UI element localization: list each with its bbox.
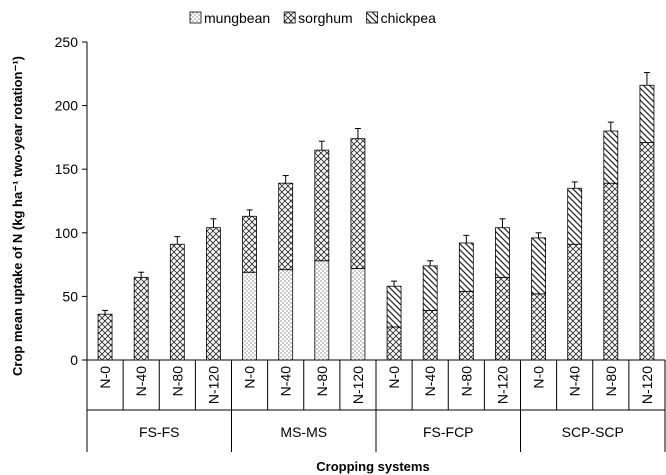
bar-chickpea [386, 285, 402, 328]
y-tick-label: 150 [55, 161, 79, 177]
bar-chickpea [422, 265, 438, 311]
bar-sorghum [531, 293, 546, 361]
bar-sorghum [567, 243, 583, 361]
x-tick-label: N-80 [603, 366, 619, 397]
bar-sorghum [639, 142, 655, 361]
bar-sorghum [603, 182, 619, 361]
bar-sorghum [422, 309, 438, 361]
bar-sorghum [133, 276, 149, 361]
x-tick-label: N-40 [278, 366, 294, 397]
x-group-label: MS-MS [280, 424, 327, 440]
legend-swatch-chickpea [366, 11, 379, 24]
y-tick-label: 100 [55, 225, 79, 241]
x-tick-label: N-0 [386, 366, 402, 389]
x-tick-label: N-120 [494, 366, 510, 404]
x-axis: N-0 N-40 N-80 N-120 N-0 N-40 N-80 N-120 N-0 N-40 N… [86, 360, 666, 452]
bar-chickpea [458, 242, 474, 292]
bar-chickpea [639, 84, 655, 143]
bar-chickpea [495, 227, 510, 278]
x-tick-label: N-80 [314, 366, 330, 397]
legend-label-sorghum: sorghum [298, 10, 352, 26]
bar-mungbean [278, 269, 294, 361]
bar-mungbean [314, 260, 330, 361]
x-group-label: FS-FCP [423, 424, 474, 440]
x-tick-label: N-40 [133, 366, 149, 397]
bar-sorghum [350, 138, 366, 269]
x-group-label: FS-FS [139, 424, 179, 440]
legend-label-chickpea: chickpea [381, 10, 436, 26]
x-tick-label: N-80 [458, 366, 474, 397]
x-tick-label: N-120 [350, 366, 366, 404]
x-axis-title: Cropping systems [316, 459, 429, 474]
bar-sorghum [314, 149, 330, 262]
bar-sorghum [278, 182, 294, 271]
bar-sorghum [242, 215, 257, 273]
bar-chickpea [567, 187, 583, 245]
legend-label-mungbean: mungbean [204, 10, 270, 26]
bar-chickpea [603, 130, 619, 184]
x-tick-label: N-40 [567, 366, 583, 397]
x-tick-label: N-120 [205, 366, 221, 404]
bar-sorghum [97, 313, 113, 361]
bar-mungbean [242, 271, 257, 361]
x-tick-label: N-0 [97, 366, 113, 389]
y-tick-label: 250 [55, 34, 79, 50]
y-tick-label: 50 [62, 288, 78, 304]
y-axis-title: Crop mean uptake of N (kg ha⁻¹ two-year … [10, 56, 25, 376]
x-tick-label: N-120 [639, 366, 655, 404]
bar-sorghum [458, 290, 474, 361]
y-tick-label: 200 [55, 98, 79, 114]
x-tick-label: N-0 [242, 366, 258, 389]
bar-sorghum [169, 243, 185, 361]
y-tick-label: 0 [70, 352, 78, 368]
bar-mungbean [350, 268, 366, 361]
legend-swatch-sorghum [283, 11, 296, 24]
x-tick-label: N-80 [169, 366, 185, 397]
bar-chickpea [531, 237, 546, 295]
bar-sorghum [495, 276, 510, 361]
x-tick-label: N-0 [531, 366, 547, 389]
bars [97, 72, 655, 361]
legend: mungbean sorghum chickpea [189, 10, 436, 26]
legend-swatch-mungbean [189, 11, 202, 24]
bar-sorghum [386, 326, 402, 361]
x-tick-label: N-40 [422, 366, 438, 397]
bar-sorghum [206, 227, 221, 361]
x-group-label: SCP-SCP [562, 424, 624, 440]
